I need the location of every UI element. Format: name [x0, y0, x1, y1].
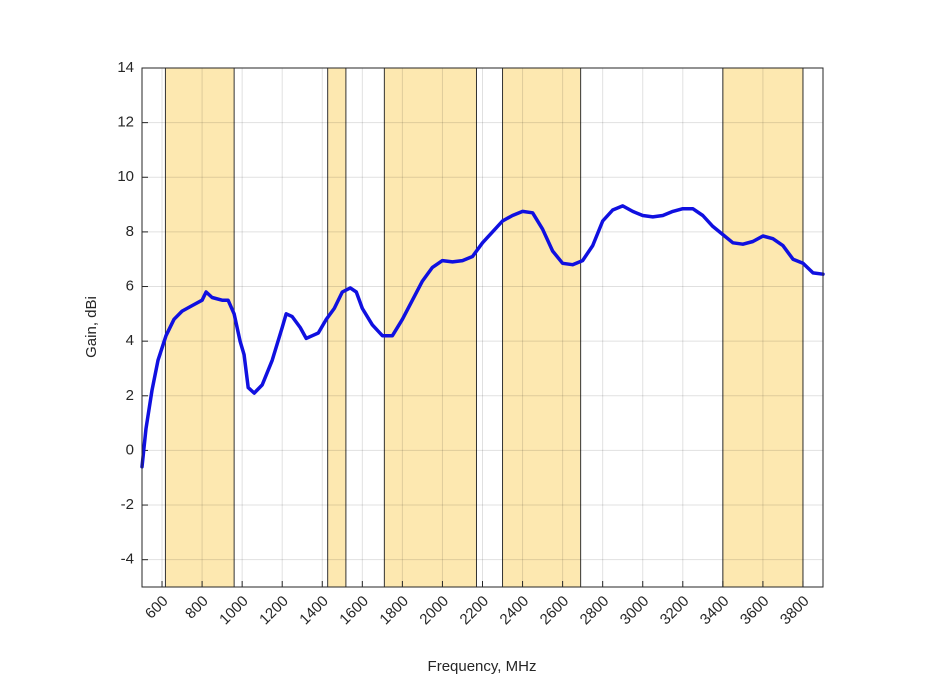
y-tick-label: 8 — [126, 223, 134, 240]
y-tick-label: 2 — [126, 387, 134, 404]
x-tick-label: 600 — [142, 593, 172, 623]
band — [502, 67, 582, 588]
x-tick-label: 2200 — [457, 593, 493, 629]
band — [327, 67, 347, 588]
x-tick-label: 800 — [182, 593, 212, 623]
x-tick-label: 3400 — [697, 593, 733, 629]
y-tick-label: 0 — [126, 441, 134, 458]
band — [383, 67, 477, 588]
y-tick-label: -4 — [121, 551, 134, 568]
y-tick-label: 12 — [117, 114, 134, 131]
y-tick-label: 6 — [126, 277, 134, 294]
x-axis-label: Frequency, MHz — [428, 658, 537, 675]
y-tick-label: 10 — [117, 168, 134, 185]
x-tick-label: 2000 — [416, 593, 452, 629]
x-tick-label: 1000 — [216, 593, 252, 629]
x-tick-label: 1200 — [256, 593, 292, 629]
x-tick-label: 2800 — [577, 593, 613, 629]
x-tick-label: 1800 — [376, 593, 412, 629]
x-tick-label: 2600 — [537, 593, 573, 629]
line — [140, 204, 825, 469]
plot-area — [142, 68, 823, 587]
x-tick-label: 3200 — [657, 593, 693, 629]
x-tick-label: 3600 — [737, 593, 773, 629]
x-tick-label: 2400 — [497, 593, 533, 629]
band — [164, 67, 235, 588]
x-tick-label: 3000 — [617, 593, 653, 629]
y-tick-label: 14 — [117, 59, 134, 76]
x-tick-label: 1600 — [336, 593, 372, 629]
y-tick-label: -2 — [121, 496, 134, 513]
y-axis-label: Gain, dBi — [83, 296, 100, 358]
axes-box — [141, 67, 824, 588]
x-tick-label: 1400 — [296, 593, 332, 629]
x-tick-label: 3800 — [777, 593, 813, 629]
y-tick-label: 4 — [126, 332, 134, 349]
